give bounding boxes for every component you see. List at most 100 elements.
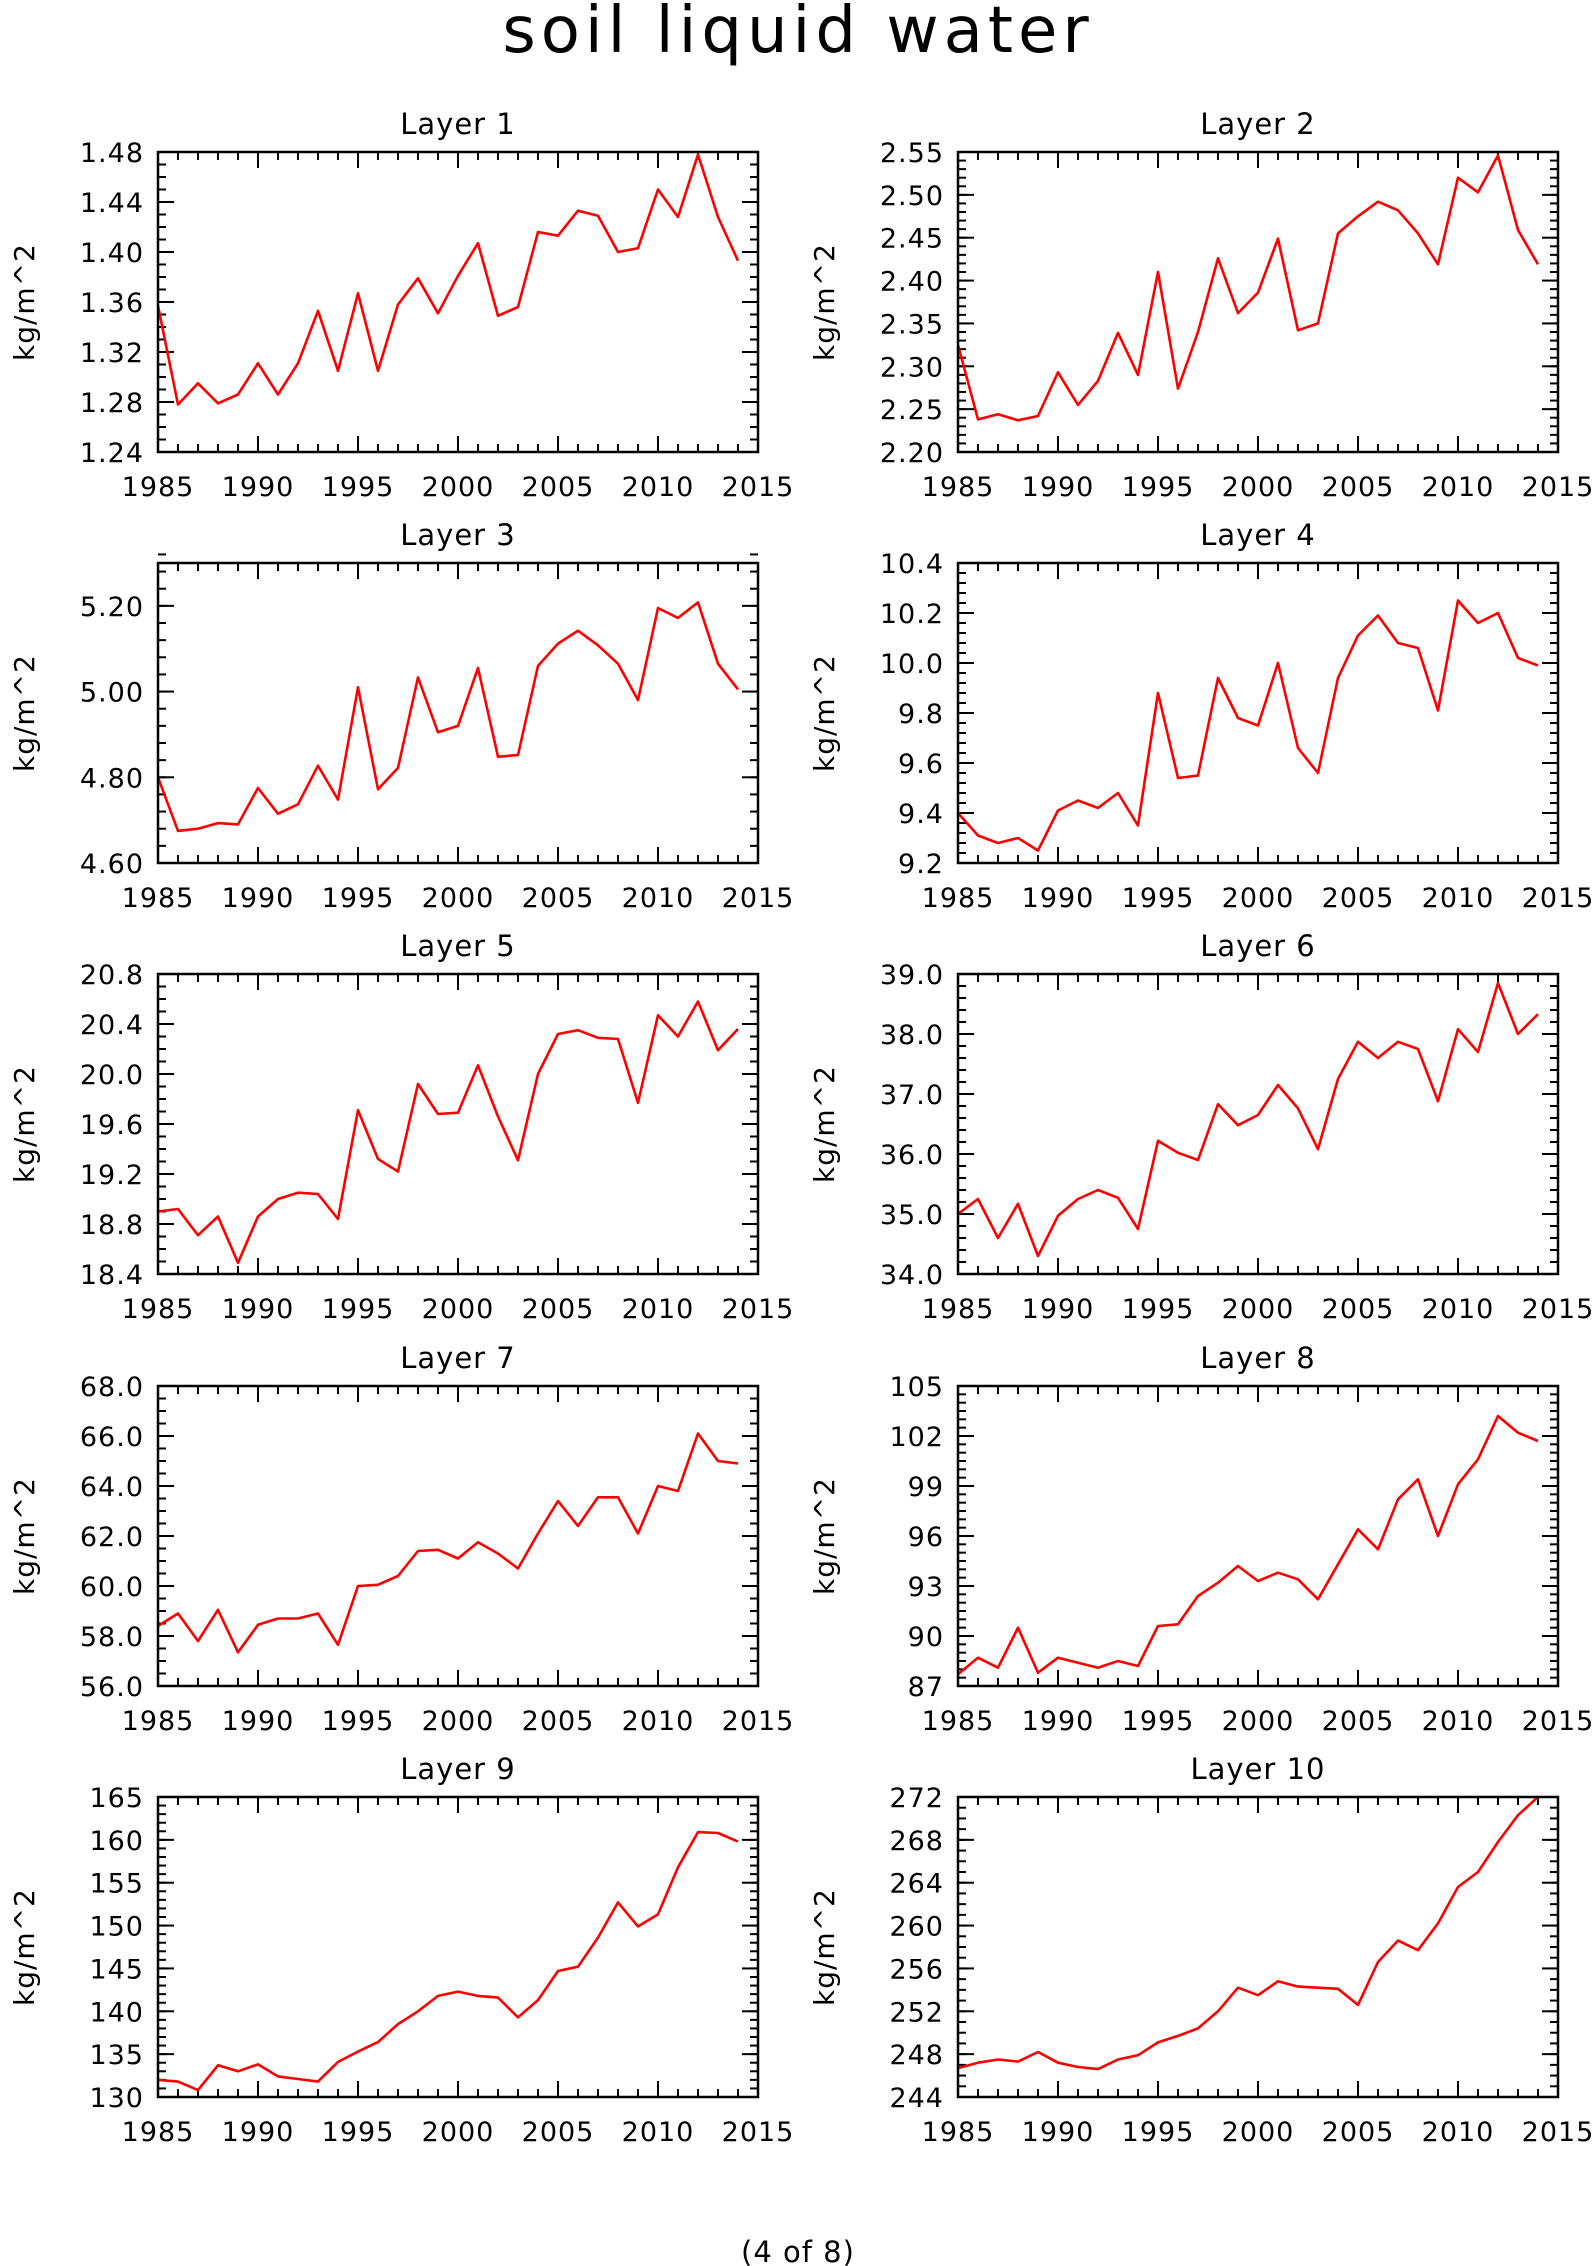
panel-title: Layer 8 [1200, 1341, 1316, 1375]
y-tick-label: 102 [889, 1422, 944, 1453]
y-tick-label: 19.6 [80, 1110, 144, 1141]
y-tick-label: 155 [89, 1869, 144, 1900]
y-tick-label: 64.0 [80, 1472, 144, 1503]
x-tick-label: 1990 [222, 883, 295, 914]
plot-frame [156, 1384, 760, 1688]
x-tick-label: 1990 [222, 2117, 295, 2148]
y-tick-label: 1.36 [80, 288, 144, 319]
y-tick-label: 5.00 [80, 678, 144, 709]
y-tick-label: 272 [889, 1783, 944, 1814]
x-tick-label: 1985 [922, 2117, 995, 2148]
plot-frame [156, 972, 760, 1276]
y-tick-label: 9.8 [898, 699, 944, 730]
x-tick-label: 2010 [1422, 1294, 1495, 1325]
x-tick-label: 1990 [222, 472, 295, 503]
x-tick-label: 2005 [522, 472, 595, 503]
panel-title: Layer 3 [400, 518, 516, 552]
plot-frame [956, 1795, 1560, 2099]
y-tick-label: 10.2 [880, 599, 944, 630]
panel-title: Layer 6 [1200, 929, 1316, 963]
y-tick-label: 1.44 [80, 188, 144, 219]
figure-title: soil liquid water [502, 0, 1093, 68]
y-tick-label: 2.45 [880, 224, 944, 255]
plot-frame [956, 150, 1560, 454]
y-tick-label: 2.50 [880, 181, 944, 212]
x-tick-label: 1995 [322, 1294, 395, 1325]
y-tick-label: 1.48 [80, 138, 144, 169]
series-line [157, 1000, 739, 1265]
x-tick-label: 2010 [622, 1294, 695, 1325]
x-tick-label: 2005 [1322, 2117, 1395, 2148]
plot-frame [156, 150, 760, 454]
y-tick-label: 4.60 [80, 849, 144, 880]
y-axis-label: kg/m^2 [808, 1477, 841, 1595]
panel-title: Layer 10 [1191, 1752, 1326, 1786]
y-tick-label: 145 [89, 1954, 144, 1985]
y-tick-label: 68.0 [80, 1372, 144, 1403]
y-axis-label: kg/m^2 [808, 243, 841, 361]
x-tick-label: 2000 [422, 1294, 495, 1325]
series-line [157, 1830, 739, 2092]
y-tick-label: 2.35 [880, 309, 944, 340]
y-tick-label: 18.8 [80, 1210, 144, 1241]
y-tick-label: 34.0 [880, 1260, 944, 1291]
x-tick-label: 2015 [1522, 1706, 1595, 1737]
y-tick-label: 19.2 [80, 1160, 144, 1191]
y-tick-label: 38.0 [880, 1020, 944, 1051]
panel-layer-9: Layer 9 1985 1990 1995 2000 2005 2010 2015 130 13… [8, 1752, 793, 2148]
x-tick-label: 1995 [1122, 1294, 1195, 1325]
x-tick-label: 2005 [1322, 883, 1395, 914]
x-tick-label: 1990 [222, 1706, 295, 1737]
y-tick-label: 248 [889, 2040, 944, 2071]
y-tick-label: 2.55 [880, 138, 944, 169]
y-tick-label: 93 [908, 1572, 944, 1603]
x-tick-label: 1995 [1122, 1706, 1195, 1737]
x-tick-label: 2010 [1422, 2117, 1495, 2148]
series-line [957, 599, 1539, 852]
panel-layer-8: Layer 8 1985 1990 1995 2000 2005 2010 2015 87 90 9… [808, 1341, 1595, 1737]
x-tick-label: 2000 [1222, 1706, 1295, 1737]
y-tick-label: 150 [89, 1912, 144, 1943]
x-tick-label: 2015 [722, 1294, 795, 1325]
y-tick-label: 96 [908, 1522, 944, 1553]
y-tick-label: 135 [89, 2040, 144, 2071]
x-tick-label: 1990 [1022, 883, 1095, 914]
y-tick-label: 1.32 [80, 338, 144, 369]
series-line [156, 601, 740, 833]
panel-layer-3: Layer 3 1985 1990 1995 2000 2005 2010 2015 4.60 4… [8, 518, 793, 914]
y-tick-label: 18.4 [80, 1260, 144, 1291]
y-tick-label: 60.0 [80, 1572, 144, 1603]
plot-frame [156, 561, 760, 865]
y-tick-label: 20.0 [80, 1060, 144, 1091]
x-tick-label: 2005 [1322, 1294, 1395, 1325]
x-tick-label: 1995 [1122, 472, 1195, 503]
series-line [957, 1414, 1539, 1676]
y-tick-label: 260 [889, 1912, 944, 1943]
y-tick-label: 36.0 [880, 1140, 944, 1171]
x-tick-label: 1985 [922, 1706, 995, 1737]
y-tick-label: 140 [89, 1997, 144, 2028]
y-tick-label: 39.0 [880, 960, 944, 991]
y-tick-label: 2.20 [880, 438, 944, 469]
x-tick-label: 2010 [1422, 472, 1495, 503]
series-line [157, 1432, 739, 1654]
y-tick-label: 20.8 [80, 960, 144, 991]
y-axis-label: kg/m^2 [808, 654, 841, 772]
y-tick-label: 244 [889, 2083, 944, 2114]
y-axis-label: kg/m^2 [8, 1065, 41, 1183]
x-tick-label: 1985 [122, 883, 195, 914]
y-tick-label: 165 [89, 1783, 144, 1814]
x-tick-label: 1990 [222, 1294, 295, 1325]
plot-frame [956, 1384, 1560, 1688]
x-tick-label: 2005 [522, 2117, 595, 2148]
series-line [156, 153, 740, 406]
x-tick-label: 2005 [1322, 472, 1395, 503]
x-tick-label: 2000 [1222, 1294, 1295, 1325]
x-tick-label: 1990 [1022, 1294, 1095, 1325]
x-tick-label: 2000 [1222, 472, 1295, 503]
y-axis-label: kg/m^2 [8, 243, 41, 361]
y-tick-label: 58.0 [80, 1622, 144, 1653]
x-tick-label: 1995 [1122, 2117, 1195, 2148]
panel-layer-6: Layer 6 1985 1990 1995 2000 2005 2010 2015 34.0 3… [808, 929, 1593, 1325]
